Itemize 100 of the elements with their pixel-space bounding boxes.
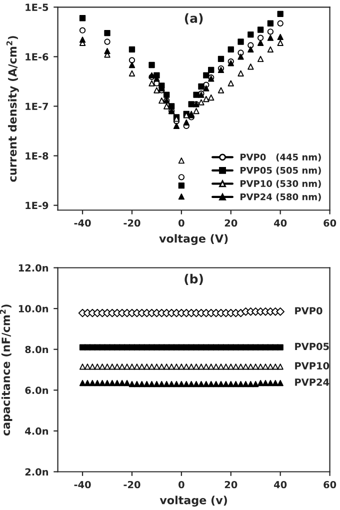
x-tick-label: -20 [124,219,140,227]
point [128,46,136,53]
y-tick-label: 1E-5 [26,4,48,11]
point [238,54,244,60]
y-tick-label: 1E-9 [26,202,48,210]
point [257,364,264,370]
point [148,80,155,86]
point [267,28,274,35]
point [104,38,110,45]
point [99,380,106,386]
point [203,85,210,92]
point [232,364,239,370]
y-axis-title: capacitance (nF/cm$^{2}$) [0,304,12,436]
point [89,364,96,370]
point [128,70,136,76]
y-tick-label: 1E-8 [26,152,48,160]
chart-title: (a) [184,13,203,24]
y-tick-label: 10.0n [18,305,48,312]
point [168,364,175,370]
point [104,380,110,386]
point [144,380,150,388]
series-label: PVP05 [295,342,329,350]
point [128,364,136,370]
x-tick-label: 0 [178,480,184,488]
point [178,182,185,189]
point [114,364,120,370]
y-axis-title: current density (A/cm$^{2}$) [6,36,19,182]
point [218,380,224,388]
point [222,380,230,388]
point [154,364,160,370]
point [148,62,155,68]
point [193,380,200,388]
legend-label: PVP05 (505 nm) [240,166,321,175]
point [208,380,214,388]
point [208,66,214,74]
y-tick-label: 1E-7 [26,102,48,110]
point [124,364,130,370]
x-tick-label: 0 [178,219,184,227]
point [79,27,86,34]
point [228,46,234,53]
point [208,94,214,101]
point [94,364,100,370]
point [277,380,284,386]
point [203,380,210,388]
point [79,15,86,22]
y-tick-label: 1E-6 [26,53,48,61]
point [148,364,155,370]
y-tick-label: 6.0n [25,386,48,394]
point [257,56,264,62]
point [134,364,140,370]
x-tick-label: -20 [124,480,140,488]
point [218,364,224,370]
point [84,364,91,370]
point [248,380,254,388]
point [154,87,160,94]
point [248,46,254,53]
point [124,380,130,386]
point [178,157,185,164]
point [257,380,264,386]
point [128,62,136,68]
point [114,380,120,386]
point [144,364,150,370]
x-tick-label: 40 [274,219,287,227]
y-tick-label: 12.0n [18,264,48,272]
point [128,380,136,388]
point [158,98,165,104]
point [242,380,249,388]
point [89,380,96,386]
point [198,364,204,370]
point [173,380,180,388]
point [79,364,86,370]
point [257,40,264,46]
point [158,380,165,388]
point [208,364,214,370]
point [218,56,224,62]
point [242,364,249,370]
point [212,380,220,388]
x-tick-label: 60 [324,480,336,488]
point [228,80,234,86]
point [164,92,170,98]
point [248,364,254,370]
point [248,31,254,38]
point [148,380,155,388]
series-label: PVP10 [295,362,330,370]
chart-title: (b) [184,274,203,286]
point [84,380,91,386]
x-axis-title: voltage (V) [159,234,228,245]
point [79,380,86,386]
x-tick-label: 20 [224,480,238,488]
point [277,10,284,17]
point [109,380,116,386]
point [277,20,284,26]
series-label: PVP24 [295,378,330,386]
point [164,364,170,370]
point [252,364,259,370]
point [173,122,180,130]
point [267,46,274,53]
point [178,174,185,180]
legend-label: PVP0 (445 nm) [240,154,321,162]
point [178,364,185,370]
